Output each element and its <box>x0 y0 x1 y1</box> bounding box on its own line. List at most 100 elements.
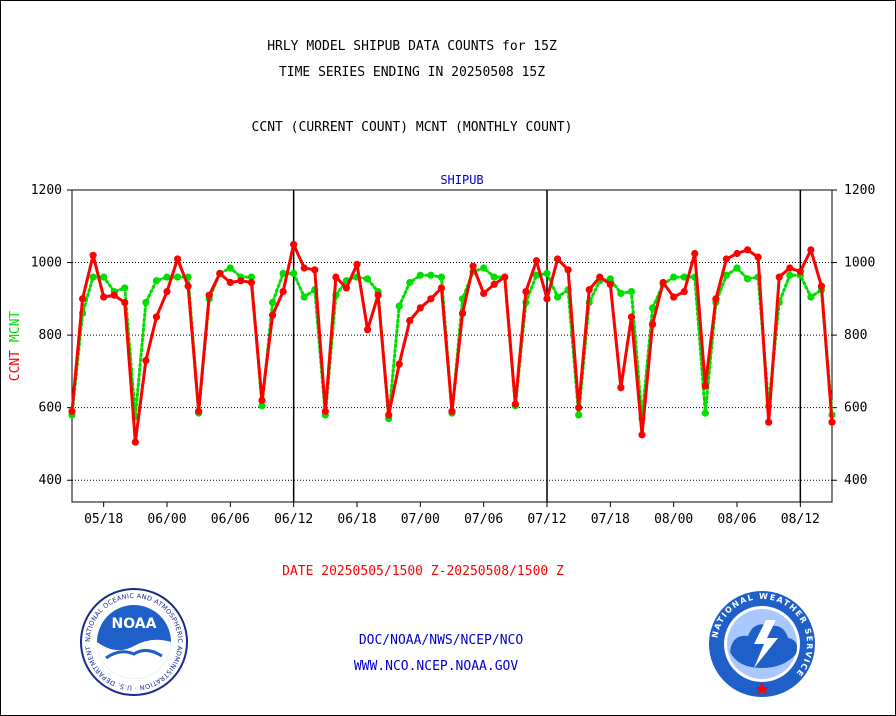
x-tick-label: 07/18 <box>591 512 630 527</box>
data-point-ccnt <box>817 282 826 290</box>
y-axis-label-mcnt: MCNT <box>8 311 23 350</box>
y-tick-label-left: 800 <box>39 328 62 343</box>
data-point-ccnt <box>775 273 783 281</box>
data-point-mcnt <box>807 293 815 301</box>
data-point-ccnt <box>786 264 794 272</box>
footer-org: DOC/NOAA/NWS/NCEP/NCO <box>358 633 524 648</box>
data-point-ccnt <box>458 309 467 317</box>
data-point-ccnt <box>216 269 224 278</box>
data-point-ccnt <box>290 240 298 249</box>
x-tick-label: 06/06 <box>211 512 250 527</box>
y-axis-label-ccnt: CCNT <box>8 350 23 381</box>
data-point-ccnt <box>195 407 203 415</box>
data-point-mcnt <box>142 298 150 307</box>
plot-area <box>71 189 833 503</box>
data-point-ccnt <box>796 268 804 276</box>
data-point-mcnt <box>268 298 277 307</box>
data-point-ccnt <box>131 438 139 446</box>
y-tick-label-left: 1000 <box>31 256 62 271</box>
data-point-ccnt <box>100 293 108 301</box>
data-point-mcnt <box>627 287 636 296</box>
data-point-ccnt <box>416 304 424 312</box>
data-point-mcnt <box>648 304 657 312</box>
data-point-ccnt <box>205 291 213 299</box>
y-tick-label-right: 1000 <box>844 256 875 271</box>
data-point-ccnt <box>680 287 688 296</box>
x-axis-label: DATE 20250505/1500 Z-20250508/1500 Z <box>282 564 564 579</box>
data-point-mcnt <box>427 271 435 279</box>
data-point-ccnt <box>828 418 836 426</box>
y-tick-label-right: 1200 <box>844 183 875 198</box>
data-point-ccnt <box>670 293 678 301</box>
data-point-ccnt <box>733 249 741 258</box>
data-point-ccnt <box>121 298 129 307</box>
data-point-ccnt <box>638 431 646 439</box>
data-point-mcnt <box>553 293 562 301</box>
data-point-ccnt <box>332 273 340 281</box>
data-point-ccnt <box>406 317 414 325</box>
data-point-ccnt <box>754 253 762 261</box>
data-point-mcnt <box>406 278 414 287</box>
data-point-mcnt <box>152 277 161 285</box>
data-point-mcnt <box>670 273 678 281</box>
data-point-ccnt <box>765 418 773 426</box>
chart-subtitle: TIME SERIES ENDING IN 20250508 15Z <box>278 65 546 80</box>
data-point-mcnt <box>121 284 129 292</box>
x-tick-label: 08/06 <box>717 512 756 527</box>
data-point-mcnt <box>226 264 234 272</box>
data-point-ccnt <box>163 287 171 296</box>
y-tick-label-left: 1200 <box>31 183 62 198</box>
data-point-mcnt <box>300 293 308 301</box>
data-point-mcnt <box>89 273 97 281</box>
data-point-ccnt <box>659 278 667 287</box>
data-point-mcnt <box>575 411 583 419</box>
x-tick-label: 07/12 <box>527 512 566 527</box>
data-point-ccnt <box>342 284 351 292</box>
x-tick-label: 06/18 <box>337 512 376 527</box>
x-tick-label: 08/00 <box>654 512 693 527</box>
data-point-mcnt <box>680 273 688 281</box>
data-point-ccnt <box>543 295 551 303</box>
data-point-ccnt <box>691 249 699 258</box>
data-point-ccnt <box>142 356 150 365</box>
data-point-ccnt <box>427 295 435 303</box>
data-point-ccnt <box>807 246 815 254</box>
data-point-mcnt <box>363 275 372 283</box>
data-point-ccnt <box>522 287 530 296</box>
data-point-ccnt <box>68 407 76 415</box>
chart-title: HRLY MODEL SHIPUB DATA COUNTS for 15Z <box>267 39 557 54</box>
data-point-ccnt <box>722 255 731 263</box>
data-point-mcnt <box>279 269 287 278</box>
data-point-mcnt <box>743 275 752 283</box>
data-point-ccnt <box>617 384 625 392</box>
data-point-ccnt <box>268 311 277 319</box>
data-point-mcnt <box>437 273 446 281</box>
data-point-mcnt <box>617 289 625 297</box>
data-point-ccnt <box>437 284 446 292</box>
noaa-logo: NOAA NATIONAL OCEANIC AND ATMOSPHERIC AD… <box>80 588 188 696</box>
svg-text:NOAA: NOAA <box>112 616 157 632</box>
data-point-ccnt <box>712 295 720 303</box>
data-point-ccnt <box>553 255 562 263</box>
y-tick-label-right: 400 <box>844 473 867 488</box>
x-tick-label: 06/00 <box>147 512 186 527</box>
x-tick-label: 07/06 <box>464 512 503 527</box>
data-point-ccnt <box>152 313 161 321</box>
data-point-ccnt <box>532 257 541 265</box>
seagull-shape <box>97 639 171 679</box>
data-point-ccnt <box>585 286 593 294</box>
data-point-mcnt <box>173 273 182 281</box>
data-point-ccnt <box>501 273 509 281</box>
data-point-ccnt <box>237 277 245 285</box>
data-point-ccnt <box>353 260 361 268</box>
x-tick-label: 08/12 <box>781 512 820 527</box>
data-point-ccnt <box>701 382 709 390</box>
data-point-mcnt <box>532 271 541 279</box>
data-point-ccnt <box>226 278 234 287</box>
footer-url[interactable]: WWW.NCO.NCEP.NOAA.GOV <box>353 659 519 674</box>
data-point-mcnt <box>290 269 298 278</box>
data-point-mcnt <box>100 273 108 281</box>
data-point-ccnt <box>89 251 97 259</box>
data-point-ccnt <box>300 264 308 272</box>
